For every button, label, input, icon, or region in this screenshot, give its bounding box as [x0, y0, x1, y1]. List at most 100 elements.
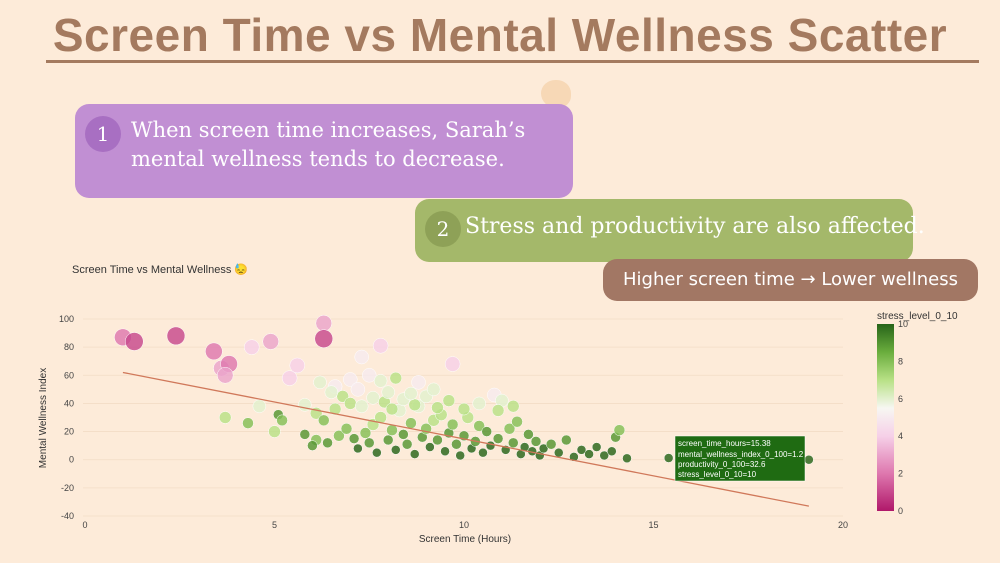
- hover-tooltip: screen_time_hours=15.38 mental_wellness_…: [674, 435, 806, 482]
- x-tick-label: 5: [272, 520, 277, 530]
- scatter-point: [425, 442, 435, 452]
- scatter-point: [322, 437, 333, 449]
- y-tick-label: 100: [59, 314, 74, 324]
- y-tick-label: 80: [64, 342, 74, 352]
- scatter-point: [599, 450, 609, 461]
- colorbar: [877, 324, 894, 511]
- scatter-point: [350, 382, 366, 397]
- colorbar-tick-label: 4: [898, 431, 903, 441]
- scatter-point: [432, 434, 443, 446]
- scatter-point: [411, 375, 426, 390]
- data-points: [114, 314, 814, 465]
- scatter-point: [444, 356, 461, 372]
- scatter-point: [354, 399, 369, 413]
- scatter-point: [545, 438, 557, 450]
- scatter-point: [366, 391, 380, 405]
- scatter-point: [485, 440, 496, 451]
- tooltip-stress: stress_level_0_10=10: [678, 470, 757, 479]
- scatter-point: [382, 434, 394, 446]
- scatter-point: [622, 453, 632, 464]
- x-axis-label: Screen Time (Hours): [419, 534, 511, 545]
- scatter-point: [242, 417, 254, 429]
- x-tick-label: 20: [838, 520, 848, 530]
- scatter-point: [324, 385, 339, 399]
- x-tick-label: 10: [459, 520, 469, 530]
- scatter-point: [405, 417, 417, 429]
- colorbar-ticks: 0 2 4 6 8 10: [898, 319, 908, 516]
- scatter-point: [166, 326, 186, 346]
- colorbar-tick-label: 10: [898, 319, 908, 329]
- y-tick-label: 60: [64, 370, 74, 380]
- scatter-point: [389, 371, 403, 385]
- x-tick-label: 0: [82, 520, 87, 530]
- scatter-point: [478, 447, 488, 458]
- scatter-point: [385, 402, 399, 416]
- scatter-point: [607, 446, 617, 457]
- scatter-point: [507, 399, 520, 413]
- callout-2-number: 2: [425, 211, 461, 247]
- scatter-point: [281, 370, 298, 386]
- scatter-point: [313, 375, 327, 390]
- tooltip-box: [674, 435, 806, 482]
- y-tick-label: 0: [69, 455, 74, 465]
- y-tick-label: 40: [64, 398, 74, 408]
- scatter-point: [523, 429, 534, 440]
- scatter-point: [431, 401, 444, 414]
- scatter-point: [663, 453, 674, 463]
- scatter-point: [455, 450, 465, 461]
- y-tick-label: -40: [61, 511, 74, 521]
- scatter-point: [440, 446, 450, 457]
- callout-1-text: When screen time increases, Sarah’s ment…: [131, 116, 525, 174]
- scatter-point: [364, 437, 375, 449]
- callout-1: 1 When screen time increases, Sarah’s me…: [75, 104, 573, 198]
- scatter-point: [508, 437, 519, 449]
- chart-title: Screen Time vs Mental Wellness 😓: [72, 263, 248, 276]
- scatter-point: [372, 337, 389, 354]
- scatter-point: [554, 447, 564, 458]
- scatter-point: [244, 339, 260, 355]
- scatter-point: [457, 402, 471, 416]
- scatter-point: [340, 423, 353, 435]
- scatter-point: [276, 414, 288, 427]
- scatter-point: [569, 452, 579, 462]
- scatter-point: [401, 438, 413, 450]
- scatter-point: [409, 449, 420, 459]
- colorbar-tick-label: 8: [898, 356, 903, 366]
- scatter-point: [442, 394, 456, 407]
- scatter-point: [314, 329, 334, 348]
- scatter-point: [262, 333, 279, 350]
- scatter-point: [315, 314, 333, 332]
- scatter-point: [372, 447, 382, 458]
- scatter-point: [353, 443, 363, 454]
- scatter-point: [218, 411, 232, 424]
- scatter-point: [804, 454, 814, 465]
- scatter-point: [362, 368, 377, 383]
- scatter-point: [451, 438, 462, 450]
- tooltip-productivity: productivity_0_100=32.6: [678, 460, 766, 469]
- callout-3: Higher screen time → Lower wellness: [603, 259, 978, 301]
- scatter-point: [318, 414, 330, 427]
- scatter-point: [373, 374, 388, 388]
- scatter-point: [348, 433, 360, 444]
- callout-1-number: 1: [85, 116, 121, 152]
- tooltip-screen-time: screen_time_hours=15.38: [678, 439, 771, 448]
- scatter-point: [613, 424, 626, 436]
- y-tick-label: 20: [64, 427, 74, 437]
- title-underline: [46, 60, 979, 63]
- scatter-point: [446, 418, 459, 431]
- scatter-point: [591, 442, 602, 452]
- scatter-point: [473, 420, 485, 432]
- scatter-point: [491, 404, 505, 417]
- colorbar-tick-label: 6: [898, 394, 903, 404]
- colorbar-tick-label: 2: [898, 469, 903, 479]
- scatter-point: [216, 367, 234, 384]
- scatter-point: [398, 429, 409, 440]
- scatter-point: [481, 426, 492, 437]
- scatter-point: [426, 382, 441, 397]
- scatter-point: [374, 411, 387, 424]
- scatter-point: [289, 357, 305, 374]
- scatter-point: [333, 430, 345, 442]
- scatter-point: [381, 385, 395, 399]
- scatter-point: [472, 396, 486, 411]
